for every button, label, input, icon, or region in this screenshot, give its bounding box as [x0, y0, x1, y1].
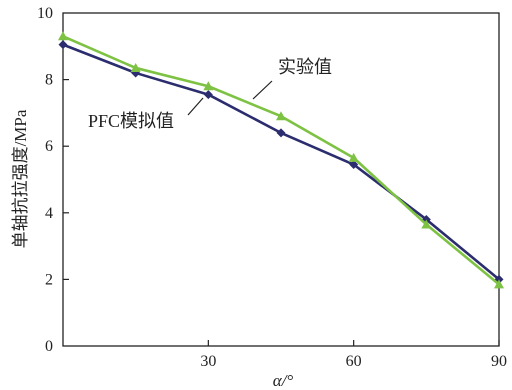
- data-point-triangle: [421, 219, 432, 229]
- data-point-triangle: [203, 81, 214, 91]
- y-tick-label: 0: [45, 338, 53, 355]
- data-point-triangle: [348, 152, 359, 162]
- y-tick-label: 4: [45, 205, 53, 222]
- series-label-pfc: PFC模拟值: [88, 111, 174, 131]
- data-point-triangle: [494, 279, 504, 289]
- series-label-exp: 实验值: [278, 57, 332, 77]
- data-point-triangle: [276, 111, 286, 121]
- y-tick-label: 2: [45, 271, 53, 288]
- series-label-pfc-leader: [187, 97, 204, 116]
- y-tick-label: 10: [37, 5, 53, 22]
- data-point-diamond: [349, 160, 359, 170]
- tick-layer: 30 60 90 0 2 4 6 8 10: [37, 5, 507, 370]
- y-axis-label: 单轴抗拉强度/MPa: [11, 109, 30, 248]
- series-label-exp-leader: [252, 80, 273, 100]
- data-point-triangle: [130, 62, 141, 72]
- data-point-diamond: [203, 90, 213, 100]
- y-tick-label: 6: [45, 138, 53, 155]
- y-tick-label: 8: [45, 72, 53, 89]
- axes: [62, 12, 500, 347]
- data-point-triangle: [58, 31, 68, 41]
- data-point-diamond: [58, 40, 68, 50]
- x-tick-label: 30: [200, 353, 216, 370]
- x-tick-label: 90: [491, 353, 507, 370]
- x-tick-label: 60: [346, 353, 362, 370]
- plot-frame: [62, 12, 500, 347]
- series-layer: [58, 31, 504, 289]
- series-line-1: [62, 43, 500, 281]
- data-point-diamond: [276, 128, 286, 138]
- x-axis-label: α/°: [273, 371, 294, 390]
